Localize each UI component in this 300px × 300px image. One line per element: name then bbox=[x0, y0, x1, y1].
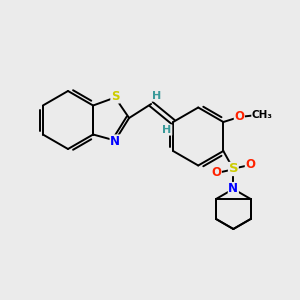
Text: N: N bbox=[110, 135, 120, 148]
Text: O: O bbox=[245, 158, 255, 172]
Text: O: O bbox=[234, 110, 244, 124]
Text: S: S bbox=[229, 163, 238, 176]
Text: O: O bbox=[211, 167, 221, 179]
Text: CH₃: CH₃ bbox=[252, 110, 273, 120]
Text: H: H bbox=[152, 91, 162, 101]
Text: N: N bbox=[228, 182, 238, 196]
Text: H: H bbox=[163, 125, 172, 135]
Text: S: S bbox=[111, 90, 119, 103]
